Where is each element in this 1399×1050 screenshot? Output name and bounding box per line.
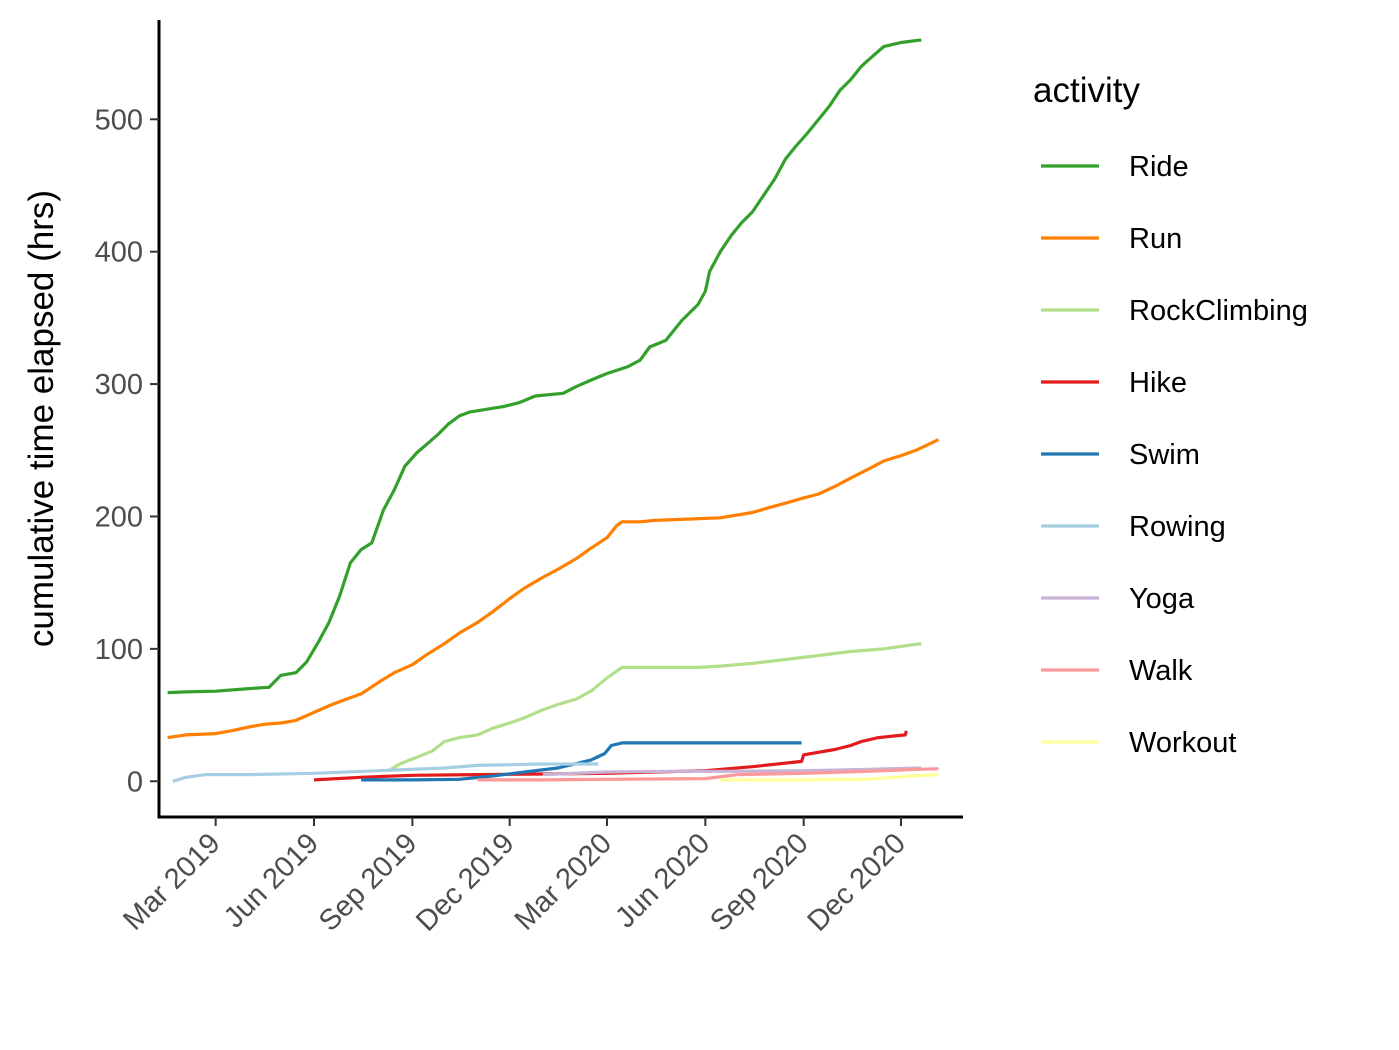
legend-title: activity <box>1033 71 1140 110</box>
legend: activity Ride Run RockClimbing Hike Swim Rowi… <box>1033 71 1308 759</box>
series-line-ride <box>167 38 922 695</box>
legend-item-ride: Ride <box>1041 151 1189 183</box>
legend-item-walk: Walk <box>1041 655 1193 687</box>
series-line-workout <box>720 773 939 782</box>
series-line-walk <box>477 767 939 782</box>
x-tick-label: Jun 2019 <box>218 827 325 934</box>
series-line-rockclimbing <box>388 642 922 773</box>
legend-label: Ride <box>1129 151 1189 183</box>
y-axis-title: cumulative time elapsed (hrs) <box>22 190 61 647</box>
x-tick-label: Sep 2020 <box>704 827 814 937</box>
legend-item-workout: Workout <box>1041 727 1236 759</box>
legend-label: Hike <box>1129 367 1187 399</box>
y-tick-label: 200 <box>95 501 143 533</box>
legend-item-hike: Hike <box>1041 367 1187 399</box>
series-line-run <box>167 438 940 740</box>
series-line-rowing <box>172 762 599 783</box>
x-tick-label: Mar 2020 <box>509 827 618 936</box>
legend-label: Swim <box>1129 439 1200 471</box>
series-line-hike <box>313 730 908 782</box>
plot-area <box>167 38 940 783</box>
legend-item-yoga: Yoga <box>1041 583 1195 615</box>
series-line-yoga <box>542 766 922 777</box>
legend-label: Yoga <box>1129 583 1195 615</box>
legend-item-swim: Swim <box>1041 439 1200 471</box>
legend-label: Workout <box>1129 727 1236 759</box>
x-tick-label: Mar 2019 <box>117 827 226 936</box>
x-tick-label: Dec 2019 <box>410 827 520 937</box>
legend-label: Walk <box>1129 655 1193 687</box>
y-tick-label: 400 <box>95 237 143 269</box>
y-tick-label: 100 <box>95 634 143 666</box>
y-tick-label: 300 <box>95 369 143 401</box>
legend-item-rowing: Rowing <box>1041 511 1226 543</box>
series-line-swim <box>361 741 802 782</box>
legend-item-rockclimbing: RockClimbing <box>1041 295 1308 327</box>
y-tick-label: 500 <box>95 104 143 136</box>
x-tick-label: Dec 2020 <box>802 827 912 937</box>
legend-label: Run <box>1129 223 1182 255</box>
y-axis: 0 100 200 300 400 500 <box>95 20 161 817</box>
legend-label: Rowing <box>1129 511 1226 543</box>
legend-item-run: Run <box>1041 223 1182 255</box>
x-tick-label: Sep 2019 <box>313 827 423 937</box>
y-tick-label: 0 <box>127 766 143 798</box>
legend-label: RockClimbing <box>1129 295 1308 327</box>
x-tick-label: Jun 2020 <box>609 827 716 934</box>
